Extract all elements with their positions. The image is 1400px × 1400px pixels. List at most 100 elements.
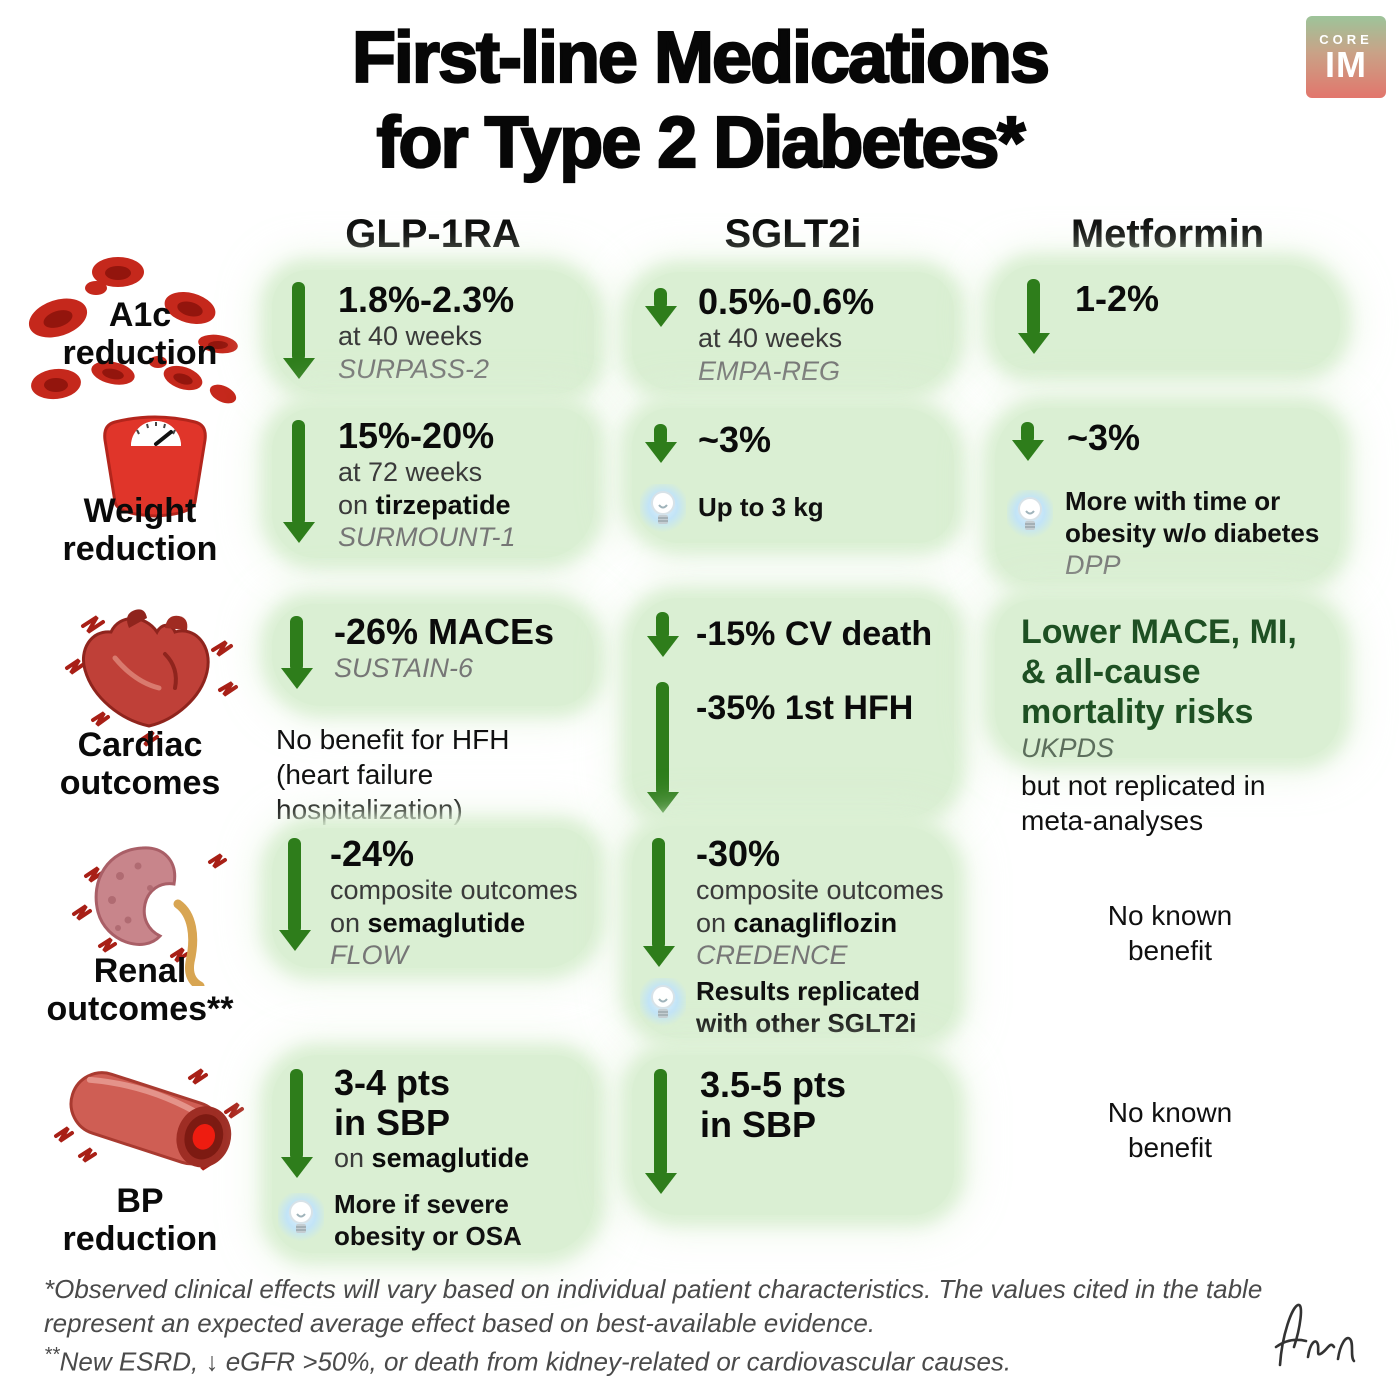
cardiac-glp1ra-note: No benefit for HFH (heart failure hospit…: [276, 724, 510, 825]
renal-sglt2i-drug-line: on canagliflozin: [696, 907, 944, 940]
down-arrow-icon: [656, 682, 669, 796]
cardiac-glp1ra-trial: SUSTAIN-6: [334, 652, 474, 683]
cardiac-metformin-trial: UKPDS: [1021, 733, 1115, 764]
row-label-cardiac: Cardiac outcomes: [59, 726, 221, 803]
weight-glp1ra-trial: SURMOUNT-1: [338, 522, 516, 553]
row-label-renal: Renal outcomes**: [46, 952, 234, 1029]
page-title: First-line Medications for Type 2 Diabet…: [0, 16, 1400, 186]
coreim-logo: CORE IM: [1306, 16, 1386, 98]
renal-glp1ra-drug: semaglutide: [367, 907, 526, 938]
cell-weight-metformin: ~3% More with time or obesity w/o diabet…: [995, 408, 1340, 582]
cell-a1c-sglt2i: 0.5%-0.6% at 40 weeks EMPA-REG: [632, 272, 954, 390]
lightbulb-icon: [1007, 490, 1053, 540]
a1c-glp1ra-value: 1.8%-2.3%: [338, 279, 515, 320]
bp-glp1ra-drug: semaglutide: [371, 1143, 530, 1174]
renal-sglt2i-on: on: [696, 907, 734, 938]
cell-bp-metformin: No known benefit: [1107, 1097, 1233, 1163]
renal-sglt2i-trial: CREDENCE: [696, 940, 848, 971]
cell-bp-sglt2i: 3.5-5 pts in SBP: [632, 1055, 954, 1215]
weight-glp1ra-detail: at 72 weeks: [338, 456, 483, 487]
cell-renal-glp1ra: -24% composite outcomes on semaglutide F…: [272, 828, 594, 970]
blood-vessel-icon: [54, 1068, 244, 1171]
footnote-secondary-text: New ESRD, ↓ eGFR >50%, or death from kid…: [59, 1346, 1012, 1377]
renal-glp1ra-value: -24%: [330, 833, 415, 874]
weight-sglt2i-value: ~3%: [698, 419, 772, 460]
cell-cardiac-glp1ra: -26% MACEs SUSTAIN-6: [272, 604, 594, 706]
weight-metformin-value: ~3%: [1067, 417, 1141, 458]
bp-glp1ra-on: on: [334, 1143, 372, 1174]
coreim-logo-im-text: IM: [1325, 44, 1367, 86]
a1c-glp1ra-trial: SURPASS-2: [338, 353, 490, 384]
renal-sglt2i-drug: canagliflozin: [733, 907, 898, 938]
cell-renal-sglt2i: -30% composite outcomes on canagliflozin…: [632, 826, 954, 1038]
down-arrow-icon: [656, 612, 669, 640]
author-signature: [1274, 1303, 1356, 1367]
kidney-icon: [72, 846, 227, 986]
weight-glp1ra-drug: tirzepatide: [375, 489, 511, 520]
bp-glp1ra-drug-line: on semaglutide: [334, 1142, 529, 1175]
down-arrow-icon: [288, 838, 301, 934]
a1c-glp1ra-detail: at 40 weeks: [338, 320, 483, 351]
footnote-secondary-stars: **: [44, 1344, 60, 1366]
down-arrow-icon: [654, 424, 667, 446]
renal-sglt2i-tip: Results replicated with other SGLT2i: [696, 976, 920, 1038]
cell-bp-glp1ra: 3-4 pts in SBP on semaglutide More if se…: [272, 1055, 594, 1253]
cell-weight-sglt2i: ~3% Up to 3 kg: [632, 408, 954, 543]
down-arrow-icon: [1021, 422, 1034, 444]
a1c-sglt2i-trial: EMPA-REG: [698, 355, 841, 386]
cell-a1c-metformin: 1-2%: [995, 265, 1340, 370]
cardiac-metformin-headline: Lower MACE, MI, & all-cause mortality ri…: [1021, 613, 1297, 732]
cardiac-metformin-note: but not replicated in meta-analyses: [1021, 770, 1266, 836]
footnote-secondary: **New ESRD, ↓ eGFR >50%, or death from k…: [44, 1342, 1364, 1379]
weight-metformin-tip: More with time or obesity w/o diabetes: [1065, 486, 1320, 548]
blood-cells-icon: [28, 257, 238, 404]
down-arrow-icon: [292, 282, 305, 362]
cell-cardiac-metformin: Lower MACE, MI, & all-cause mortality ri…: [995, 600, 1340, 763]
renal-sglt2i-value: -30%: [696, 833, 781, 874]
lightbulb-icon: [640, 484, 686, 534]
weight-scale-icon: [103, 415, 207, 518]
down-arrow-icon: [654, 288, 667, 310]
column-header-glp1ra: GLP-1RA: [345, 212, 521, 256]
lightbulb-icon: [640, 978, 686, 1028]
down-arrow-icon: [292, 420, 305, 526]
down-arrow-icon: [654, 1069, 667, 1177]
cell-cardiac-sglt2i: -15% CV death -35% 1st HFH: [632, 598, 954, 818]
cardiac-glp1ra-value: -26% MACEs: [334, 611, 555, 652]
bp-glp1ra-tip: More if severe obesity or OSA: [334, 1189, 522, 1251]
a1c-metformin-value: 1-2%: [1075, 278, 1160, 319]
column-header-sglt2i: SGLT2i: [724, 212, 862, 256]
weight-metformin-trial: DPP: [1065, 550, 1121, 581]
a1c-sglt2i-detail: at 40 weeks: [698, 322, 843, 353]
page-title-line1: First-line Medications: [351, 17, 1051, 99]
down-arrow-icon: [290, 1069, 303, 1161]
weight-glp1ra-value: 15%-20%: [338, 415, 495, 456]
down-arrow-icon: [1027, 279, 1040, 337]
renal-glp1ra-on: on: [330, 907, 368, 938]
weight-glp1ra-drug-line: on tirzepatide: [338, 489, 516, 522]
cell-weight-glp1ra: 15%-20% at 72 weeks on tirzepatide SURMO…: [272, 408, 594, 558]
cell-a1c-glp1ra: 1.8%-2.3% at 40 weeks SURPASS-2: [272, 270, 594, 394]
cardiac-sglt2i-value2: -35% 1st HFH: [696, 689, 914, 727]
bp-sglt2i-value: 3.5-5 pts in SBP: [700, 1064, 847, 1145]
row-label-a1c: A1c reduction: [62, 296, 218, 373]
page-title-line2: for Type 2 Diabetes*: [375, 102, 1026, 184]
renal-glp1ra-drug-line: on semaglutide: [330, 907, 578, 940]
renal-glp1ra-trial: FLOW: [330, 940, 408, 971]
down-arrow-icon: [290, 616, 303, 672]
weight-glp1ra-on: on: [338, 489, 376, 520]
heart-icon: [65, 609, 238, 747]
cell-renal-metformin: No known benefit: [1107, 900, 1233, 966]
lightbulb-icon: [278, 1193, 324, 1243]
renal-sglt2i-detail: composite outcomes: [696, 874, 944, 905]
row-label-bp: BP reduction: [62, 1182, 218, 1259]
coreim-logo-core-text: CORE: [1319, 32, 1373, 48]
cardiac-sglt2i-value1: -15% CV death: [696, 615, 933, 653]
footnote-primary: *Observed clinical effects will vary bas…: [44, 1274, 1263, 1339]
down-arrow-icon: [652, 838, 665, 950]
row-label-weight: Weight reduction: [62, 492, 218, 569]
column-header-metformin: Metformin: [1070, 212, 1265, 256]
renal-glp1ra-detail: composite outcomes: [330, 874, 578, 905]
a1c-sglt2i-value: 0.5%-0.6%: [698, 281, 875, 322]
